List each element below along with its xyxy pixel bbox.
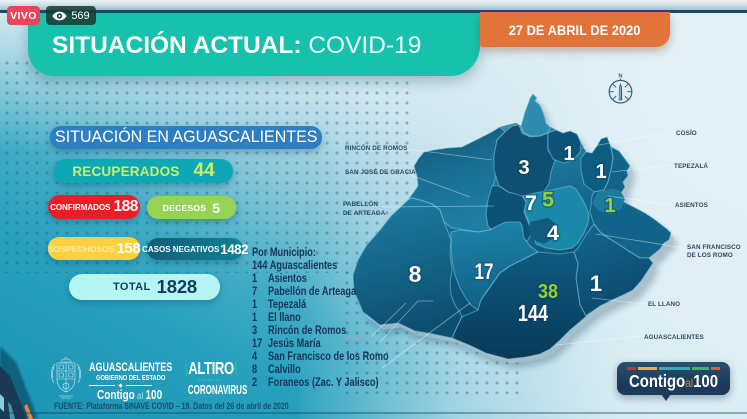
svg-text:3: 3 bbox=[518, 157, 529, 179]
svg-text:4: 4 bbox=[547, 221, 559, 245]
svg-text:1: 1 bbox=[604, 195, 615, 217]
svg-text:SAN FRANCISCO: SAN FRANCISCO bbox=[687, 244, 741, 251]
svg-text:1: 1 bbox=[590, 271, 602, 296]
svg-text:1: 1 bbox=[563, 143, 574, 165]
svg-text:5: 5 bbox=[542, 188, 554, 212]
svg-text:1: 1 bbox=[595, 161, 606, 183]
svg-text:RINCÓN DE ROMOS: RINCÓN DE ROMOS bbox=[345, 143, 407, 152]
svg-text:AGUASCALIENTES: AGUASCALIENTES bbox=[644, 334, 704, 341]
svg-text:PABELLÓN: PABELLÓN bbox=[343, 199, 378, 208]
svg-text:38: 38 bbox=[538, 280, 558, 303]
svg-text:17: 17 bbox=[475, 259, 494, 284]
svg-text:N: N bbox=[619, 74, 623, 80]
svg-text:ASIENTOS: ASIENTOS bbox=[675, 202, 708, 209]
svg-text:EL LLANO: EL LLANO bbox=[648, 301, 680, 308]
svg-text:TEPEZALÁ: TEPEZALÁ bbox=[674, 161, 708, 170]
svg-text:8: 8 bbox=[409, 261, 422, 287]
svg-text:SAN JOSÉ DE GRACIA: SAN JOSÉ DE GRACIA bbox=[345, 167, 416, 176]
svg-text:144: 144 bbox=[518, 300, 548, 326]
svg-text:DE ARTEAGA: DE ARTEAGA bbox=[343, 210, 386, 217]
svg-text:7: 7 bbox=[525, 191, 537, 215]
svg-text:DE LOS ROMO: DE LOS ROMO bbox=[687, 252, 733, 259]
svg-text:COSÍO: COSÍO bbox=[676, 128, 697, 137]
svg-text:CALVILLO: CALVILLO bbox=[344, 336, 373, 342]
